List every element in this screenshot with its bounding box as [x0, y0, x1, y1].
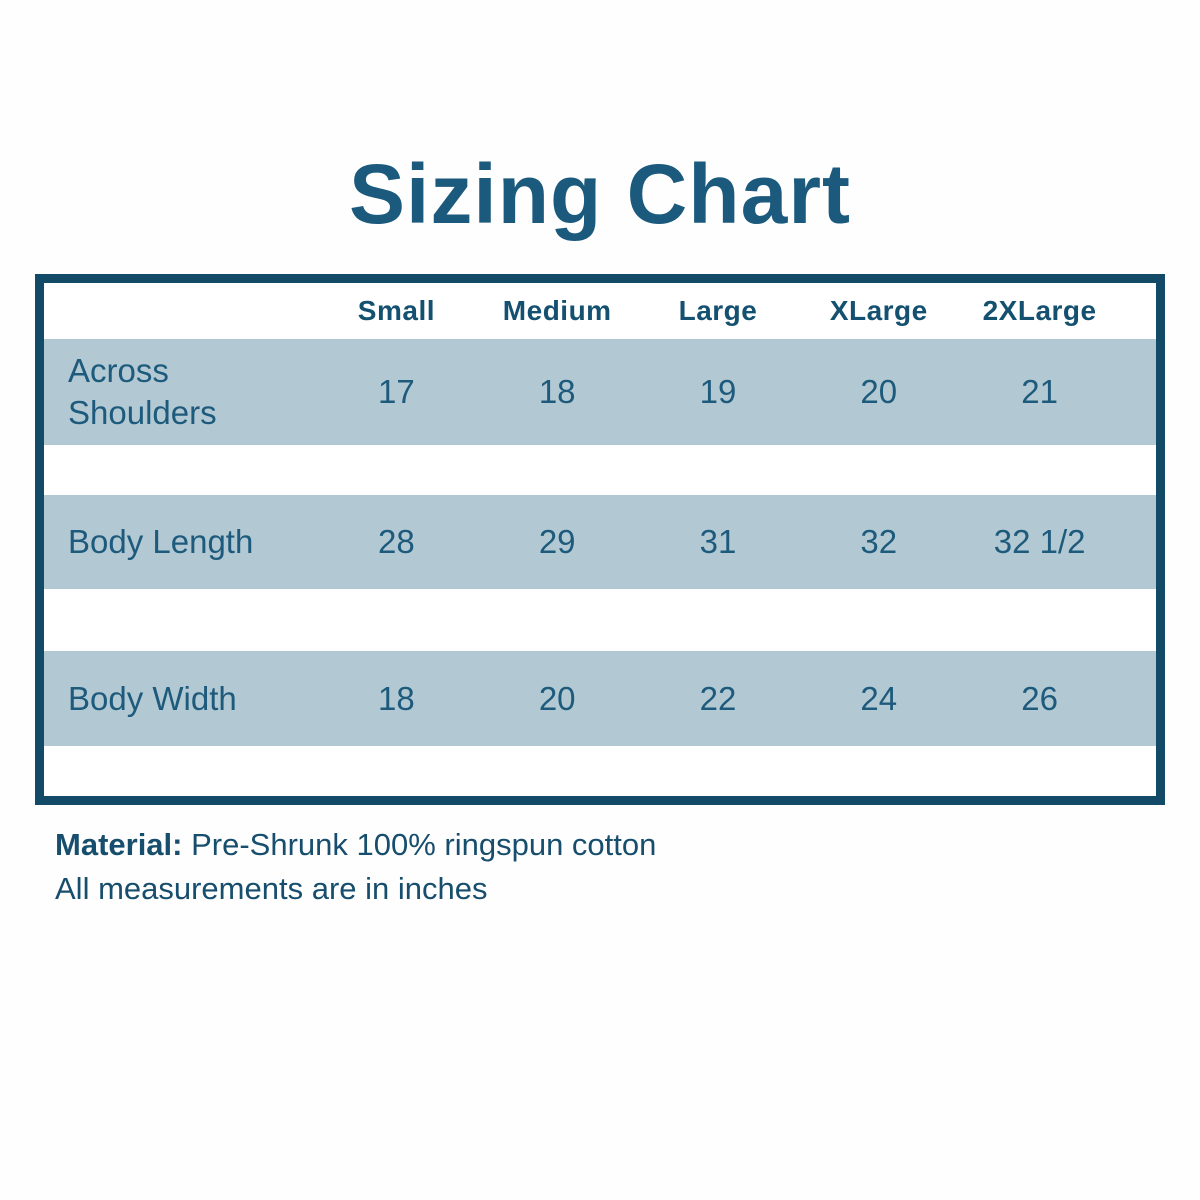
cell-body-length-2xlarge: 32 1/2	[993, 523, 1086, 561]
table-row-body-length: Body Length 28 29 31 32 32 1/2	[44, 495, 1156, 590]
cell-body-length-xlarge: 32	[860, 523, 898, 561]
column-header-large: Large	[678, 295, 758, 327]
cell-body-length-small: 28	[378, 523, 415, 561]
column-header-medium: Medium	[502, 295, 612, 327]
row-right-pad	[1120, 339, 1156, 445]
row-label-cell: Across Shoulders	[44, 339, 316, 445]
header-empty-cell	[44, 283, 316, 339]
row-label-body-length: Body Length	[68, 523, 254, 561]
cell-across-shoulders-large: 19	[699, 373, 737, 411]
cell-body-width-small: 18	[378, 679, 415, 717]
footer-notes: Material: Pre-Shrunk 100% ringspun cotto…	[55, 823, 1200, 910]
sizing-chart-page: Sizing Chart Small Medium Large XLarge 2…	[0, 148, 1200, 1200]
sizing-table: Small Medium Large XLarge 2XLarge Across…	[35, 274, 1165, 806]
row-label-body-width: Body Width	[68, 679, 237, 717]
column-header-2xlarge: 2XLarge	[982, 295, 1097, 327]
table-spacer-row	[44, 746, 1156, 797]
cell-body-width-xlarge: 24	[860, 679, 898, 717]
cell-across-shoulders-xlarge: 20	[860, 373, 898, 411]
row-label-across-shoulders: Across Shoulders	[68, 352, 217, 432]
cell-body-width-large: 22	[699, 679, 737, 717]
row-right-pad	[1120, 651, 1156, 746]
measurements-note: All measurements are in inches	[55, 870, 488, 906]
page-title: Sizing Chart	[348, 147, 851, 241]
table-row-across-shoulders: Across Shoulders 17 18 19 20 21	[44, 339, 1156, 446]
cell-across-shoulders-small: 17	[378, 373, 415, 411]
row-right-pad	[1120, 495, 1156, 589]
cell-body-width-medium: 20	[538, 679, 576, 717]
cell-across-shoulders-medium: 18	[538, 373, 576, 411]
table-header-row: Small Medium Large XLarge 2XLarge	[44, 283, 1156, 340]
column-header-xlarge: XLarge	[829, 295, 928, 327]
material-line: Material: Pre-Shrunk 100% ringspun cotto…	[55, 823, 1200, 866]
table-spacer-row	[44, 445, 1156, 496]
table-spacer-row	[44, 589, 1156, 652]
header-right-pad	[1120, 283, 1156, 339]
cell-across-shoulders-2xlarge: 21	[1021, 373, 1058, 411]
row-label-cell: Body Length	[44, 495, 316, 589]
material-label: Material:	[55, 827, 183, 863]
column-header-small: Small	[357, 295, 435, 327]
row-label-cell: Body Width	[44, 651, 316, 746]
cell-body-length-medium: 29	[538, 523, 576, 561]
material-value: Pre-Shrunk 100% ringspun cotton	[191, 827, 657, 863]
cell-body-width-2xlarge: 26	[1021, 679, 1058, 717]
cell-body-length-large: 31	[699, 523, 737, 561]
table-row-body-width: Body Width 18 20 22 24 26	[44, 651, 1156, 747]
